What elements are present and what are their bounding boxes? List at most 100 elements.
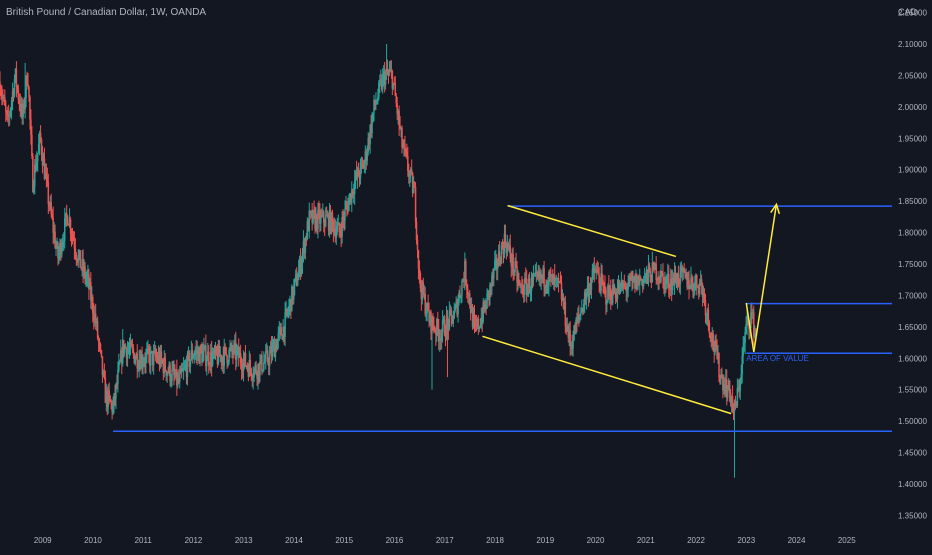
candle [130, 339, 133, 347]
candle-body [495, 257, 498, 270]
candle [470, 297, 473, 314]
candle-body [236, 350, 238, 360]
candle [256, 370, 258, 387]
candle-body [754, 330, 756, 337]
trendline[interactable] [482, 335, 732, 415]
candle [450, 306, 453, 327]
candle [351, 181, 353, 213]
candle-body [570, 345, 572, 347]
candle-body [250, 368, 253, 377]
candle-body [12, 90, 15, 96]
candle [254, 362, 256, 375]
candle [751, 302, 753, 324]
candle [265, 342, 268, 354]
candle [639, 268, 641, 296]
candle-body [193, 355, 195, 357]
candle [299, 248, 302, 280]
candle [582, 298, 585, 315]
candle [667, 263, 669, 289]
candle-body [440, 332, 443, 341]
candle-body [542, 267, 544, 279]
candle [113, 393, 115, 414]
candle [278, 321, 281, 341]
candle [597, 262, 599, 276]
candle-body [10, 100, 13, 109]
candle-body [444, 335, 447, 337]
candle [493, 267, 495, 287]
candle-body [488, 290, 490, 298]
candle [96, 316, 99, 341]
candle [314, 206, 316, 234]
candle-body [262, 369, 264, 372]
candle-body [320, 215, 322, 224]
time-tick-label: 2015 [335, 536, 353, 545]
candle-body [154, 350, 157, 357]
candle-body [402, 147, 404, 149]
candle-body [322, 211, 324, 216]
candle [720, 368, 722, 385]
candle [644, 272, 647, 284]
projection-arrow-line[interactable] [745, 302, 755, 353]
candle [364, 145, 367, 174]
drawings-layer[interactable]: AREA OF VALUE [113, 202, 892, 432]
candle-body [265, 351, 267, 362]
candle [303, 237, 306, 259]
candle [28, 85, 30, 102]
candle [259, 353, 261, 383]
candle [449, 304, 452, 316]
candle-body [267, 361, 270, 367]
candle-body [722, 377, 724, 391]
candle-body [431, 316, 433, 333]
candle-body [721, 375, 723, 378]
candle [711, 327, 713, 351]
candle-body [3, 97, 5, 99]
trendline[interactable] [507, 204, 677, 258]
candle-body [522, 285, 524, 295]
candle-body [678, 283, 681, 285]
candle-body [699, 279, 702, 283]
candle-body [602, 279, 604, 286]
candle-body [596, 269, 598, 271]
candle [661, 270, 663, 277]
candle-body [178, 377, 180, 382]
candle-body [41, 154, 44, 166]
candle [439, 329, 442, 350]
candle-body [416, 239, 419, 250]
projection-arrow-line[interactable] [753, 204, 778, 353]
candle [544, 284, 546, 297]
candle-body [340, 232, 342, 237]
candle [447, 318, 450, 340]
candle-body [274, 344, 277, 358]
candle-body [453, 310, 455, 319]
price-axis[interactable]: 1.350001.400001.450001.500001.550001.600… [898, 9, 927, 521]
candle-body [389, 69, 392, 72]
candle [201, 342, 203, 367]
candle-body [69, 219, 72, 234]
candle-body [648, 264, 651, 271]
candle [426, 302, 428, 322]
candle [547, 277, 549, 294]
candle [592, 262, 595, 280]
time-axis[interactable]: 2009 2010 2011 2012 2013 2014 2015 2016 2017 2018… [34, 536, 856, 545]
candle [609, 284, 611, 305]
candle-body [621, 280, 624, 289]
candle-body [628, 276, 630, 286]
candle [473, 304, 476, 334]
candle-body [410, 169, 413, 174]
candle-body [78, 250, 80, 256]
candle-body [298, 258, 301, 271]
candle [652, 261, 655, 272]
candle [152, 344, 155, 375]
candle [310, 210, 312, 218]
candle [734, 395, 737, 410]
candle [650, 274, 653, 289]
candle-body [106, 390, 109, 408]
candle-body [5, 105, 7, 112]
candle [651, 251, 654, 283]
candle [627, 275, 629, 298]
candle-body [19, 103, 22, 112]
candle-body [301, 252, 304, 264]
candle-body [272, 342, 275, 346]
